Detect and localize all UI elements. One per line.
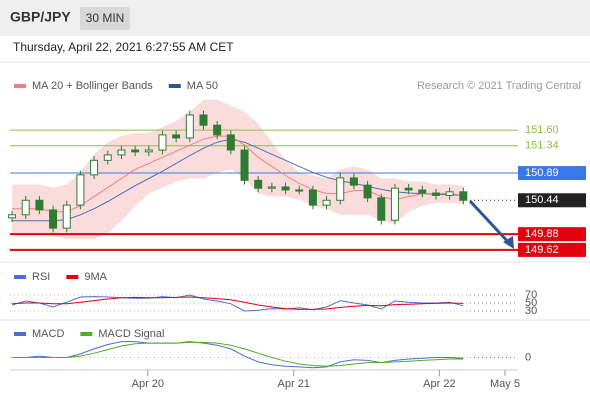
candle-body [21,199,30,216]
candle-body [322,199,331,206]
legend-swatch [14,84,26,88]
candle-body [76,174,85,206]
candle-body [445,191,454,196]
candle-body [267,186,276,189]
series-line [11,294,464,312]
candle-body [131,149,140,153]
x-tick-label: Apr 20 [132,378,164,390]
candle-body [117,149,126,156]
candle-body [35,199,44,211]
timeframe[interactable]: 30 MIN [86,11,125,25]
candle-body [8,214,17,219]
legend-swatch [14,332,26,336]
candle-body [62,204,71,229]
y-tick-label: 50 [525,297,537,309]
legend-label: MA 50 [187,80,218,92]
level-label: 149.62 [525,244,559,256]
legend-label: MACD Signal [98,328,164,340]
candle-body [418,189,427,194]
y-tick-label: 70 [525,289,537,301]
level-box [518,242,586,257]
legend-swatch [80,332,93,336]
candle-body [295,189,304,192]
level-label: 149.88 [525,228,559,240]
level-label: 151.34 [525,140,559,152]
symbol: GBP/JPY [10,9,71,25]
candle-body [213,124,222,136]
level-box [518,193,586,208]
candle-body [144,149,153,153]
series-line [12,341,464,369]
candle-body [90,159,99,176]
x-tick-label: Apr 22 [423,378,455,390]
level-label: 150.89 [525,167,559,179]
ma20-line [12,135,464,213]
timeframe-button[interactable] [80,7,130,30]
candle-body [226,134,235,151]
y-tick-label: 30 [525,305,537,317]
candle-body [390,187,399,221]
candle-body [158,134,167,151]
candle-body [431,192,440,196]
candle-body [49,209,58,229]
legend-label: RSI [32,271,50,283]
x-tick-label: Apr 21 [278,378,310,390]
candle-body [349,177,358,186]
legend-label: 9MA [84,271,107,283]
candle-body [363,184,372,199]
level-label: 151.60 [525,124,559,136]
candle-body [281,186,290,191]
level-box [518,166,586,181]
candle-body [459,191,468,201]
legend-label: MA 20 + Bollinger Bands [32,80,153,92]
timestamp: Thursday, April 22, 2021 6:27:55 AM CET [13,40,234,54]
series-line [12,341,464,367]
candle-body [254,179,263,189]
candle-body [377,197,386,221]
legend-swatch [66,275,79,279]
x-tick-label: May 5 [490,378,520,390]
level-box [518,227,586,242]
series-line [12,296,464,310]
forecast-arrow [468,199,512,246]
legend-label: MACD [32,328,64,340]
candle-body [199,114,208,126]
legend-swatch [168,84,181,88]
candle-body [336,177,345,201]
level-label: 150.44 [525,194,559,206]
candle-body [185,114,194,139]
candle-body [404,187,413,191]
candle-body [172,134,181,139]
bollinger-band [12,99,464,239]
candle-body [308,189,317,206]
candle-body [240,149,249,181]
plot: MA 20 + Bollinger Bands MA 50 Research © 2… [8,80,586,390]
y-tick-label: 0 [525,351,531,363]
legend-swatch [14,275,26,279]
forecast-arrowhead [503,236,514,249]
credit: Research © 2021 Trading Central [417,80,581,92]
candle-body [103,154,112,161]
